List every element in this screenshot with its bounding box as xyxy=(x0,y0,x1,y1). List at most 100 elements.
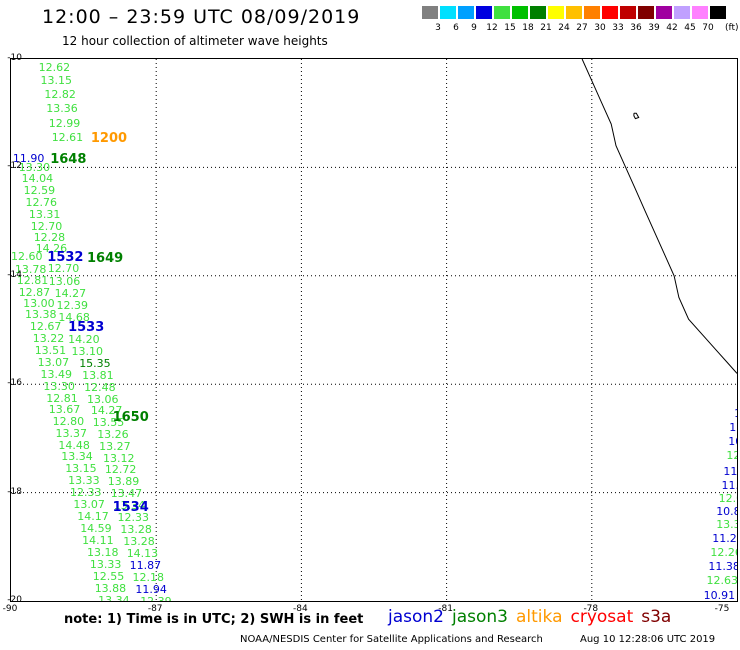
wave-height-label: 12.18 xyxy=(132,570,165,584)
wave-height-label: 13.27 xyxy=(99,439,131,453)
legend-entry-jason3: jason3 xyxy=(452,607,508,627)
wave-height-label: 10.91 xyxy=(703,589,736,602)
wave-height-label: 13.37 xyxy=(55,426,88,440)
pass-time-label: 1200 xyxy=(90,130,128,146)
wave-height-label: 12.82 xyxy=(44,88,76,102)
color-swatch xyxy=(584,6,600,19)
wave-height-label: 12.39 xyxy=(56,298,89,312)
satellite-legend: jason2 jason3 altika cryosat s3a xyxy=(388,607,679,627)
color-swatch xyxy=(548,6,564,19)
color-scale-label: 3 xyxy=(435,23,441,33)
y-tick-label: -10 xyxy=(7,53,22,63)
coastline-path xyxy=(581,59,737,374)
color-scale-label: 6 xyxy=(453,23,459,33)
color-swatch xyxy=(638,6,654,19)
y-tick-label: -18 xyxy=(7,486,22,497)
wave-height-label: 11.87 xyxy=(129,558,162,572)
legend-entry-jason2: jason2 xyxy=(388,607,444,627)
wave-height-label: 12.39 xyxy=(140,594,172,602)
island-outline xyxy=(633,112,640,120)
wave-height-label: 13.89 xyxy=(107,475,140,489)
x-tick-label: -75 xyxy=(714,604,730,614)
wave-height-label: 13.88 xyxy=(94,581,127,595)
wave-height-label: 14.27 xyxy=(54,286,87,300)
wave-height-label: 12.76 xyxy=(25,195,58,209)
pass-time-label: 1534 xyxy=(112,500,149,516)
wave-height-label: 14.68 xyxy=(58,310,90,324)
color-scale-label: 12 xyxy=(486,23,498,33)
wave-height-label: 13.30 xyxy=(43,379,75,393)
wave-height-label: 12.48 xyxy=(84,381,116,394)
color-scale-label: 70 xyxy=(702,23,714,33)
wave-height-label: 13.28 xyxy=(120,523,152,536)
wave-height-label: 13.30 xyxy=(18,161,51,174)
coastline xyxy=(581,59,737,374)
color-scale-label: 27 xyxy=(576,23,588,33)
wave-height-label: 13.78 xyxy=(14,262,47,276)
wave-height-label: 13.33 xyxy=(68,474,100,488)
color-swatch xyxy=(620,6,636,19)
wave-height-label: 14.13 xyxy=(126,546,159,560)
wave-height-label: 12.81 xyxy=(16,273,49,287)
wave-height-label: 12.33 xyxy=(70,486,102,500)
wave-height-label: 13.06 xyxy=(87,393,119,406)
pass-time-label: 1532 xyxy=(47,249,84,265)
wave-height-label: 13.55 xyxy=(92,415,125,429)
wave-height-label: 13.38 xyxy=(25,308,57,322)
page-subtitle: 12 hour collection of altimeter wave hei… xyxy=(62,34,328,48)
wave-height-label: 14.11 xyxy=(82,533,114,547)
wave-height-label: 12.28 xyxy=(33,231,66,245)
wave-height-label: 13.12 xyxy=(103,451,135,465)
y-tick-label: -16 xyxy=(7,378,22,389)
color-swatch xyxy=(530,6,546,19)
color-swatch xyxy=(494,6,510,19)
wave-height-label: 12.67 xyxy=(29,320,62,334)
wave-height-label: 10 xyxy=(729,421,737,435)
wave-height-label: 12.55 xyxy=(92,569,125,583)
color-scale-label: 18 xyxy=(522,23,534,33)
wave-height-label: 12.81 xyxy=(46,391,78,405)
wave-height-label: 13.36 xyxy=(46,102,78,116)
color-scale-units: (ft) xyxy=(725,23,739,33)
wave-height-label: 13.07 xyxy=(37,356,70,370)
color-scale-label: 24 xyxy=(558,23,570,33)
x-tick-label: -81 xyxy=(438,604,453,614)
y-tick-label: -12 xyxy=(7,161,22,172)
wave-height-label: 13.28 xyxy=(123,535,155,548)
wave-height-label: 13.33 xyxy=(89,557,122,571)
wave-height-label: 13.26 xyxy=(97,427,129,441)
color-swatch xyxy=(692,6,708,19)
wave-height-label: 11.27 xyxy=(712,531,737,545)
grid-lines xyxy=(11,59,737,601)
pass-time-label: 1649 xyxy=(87,251,124,266)
wave-height-label: 12.33 xyxy=(117,511,150,525)
wave-height-label: 13.06 xyxy=(48,274,81,288)
color-swatch xyxy=(566,6,582,19)
color-scale-label: 21 xyxy=(540,23,552,33)
legend-entry-cryosat: cryosat xyxy=(570,607,634,627)
color-swatch xyxy=(440,6,456,19)
footer-credit: NOAA/NESDIS Center for Satellite Applica… xyxy=(240,634,543,645)
color-swatch xyxy=(710,6,726,19)
wave-height-label: 13.34 xyxy=(113,499,146,513)
wave-height-label: 13.10 xyxy=(71,345,104,359)
wave-height-label: 11. xyxy=(723,464,738,478)
color-swatch xyxy=(458,6,474,19)
wave-height-label: 13.31 xyxy=(28,207,61,221)
x-tick-label: -78 xyxy=(583,604,599,614)
wave-height-label: 13.22 xyxy=(32,332,65,346)
wave-height-label: 13.15 xyxy=(65,462,97,476)
footer-timestamp: Aug 10 12:28:06 UTC 2019 xyxy=(580,634,716,645)
wave-height-label: 14.59 xyxy=(80,522,112,535)
color-scale-label: 9 xyxy=(471,23,477,33)
wave-height-label: 13.51 xyxy=(34,344,67,358)
color-scale-label: 15 xyxy=(504,23,516,33)
wave-height-label: 11.38 xyxy=(708,559,738,573)
wave-height-label: 13.67 xyxy=(48,402,81,416)
wave-height-label: 13.07 xyxy=(73,498,105,512)
wave-height-label: 12.70 xyxy=(30,219,63,233)
wave-height-label: 13.81 xyxy=(82,369,114,383)
wave-height-label: 13.34 xyxy=(716,517,737,531)
wave-height-map[interactable]: 12.62 13.15 12.82 13.36 12.99 12.61 11.90 13.30… xyxy=(10,58,738,602)
wave-height-label: 12.87 xyxy=(18,285,51,299)
